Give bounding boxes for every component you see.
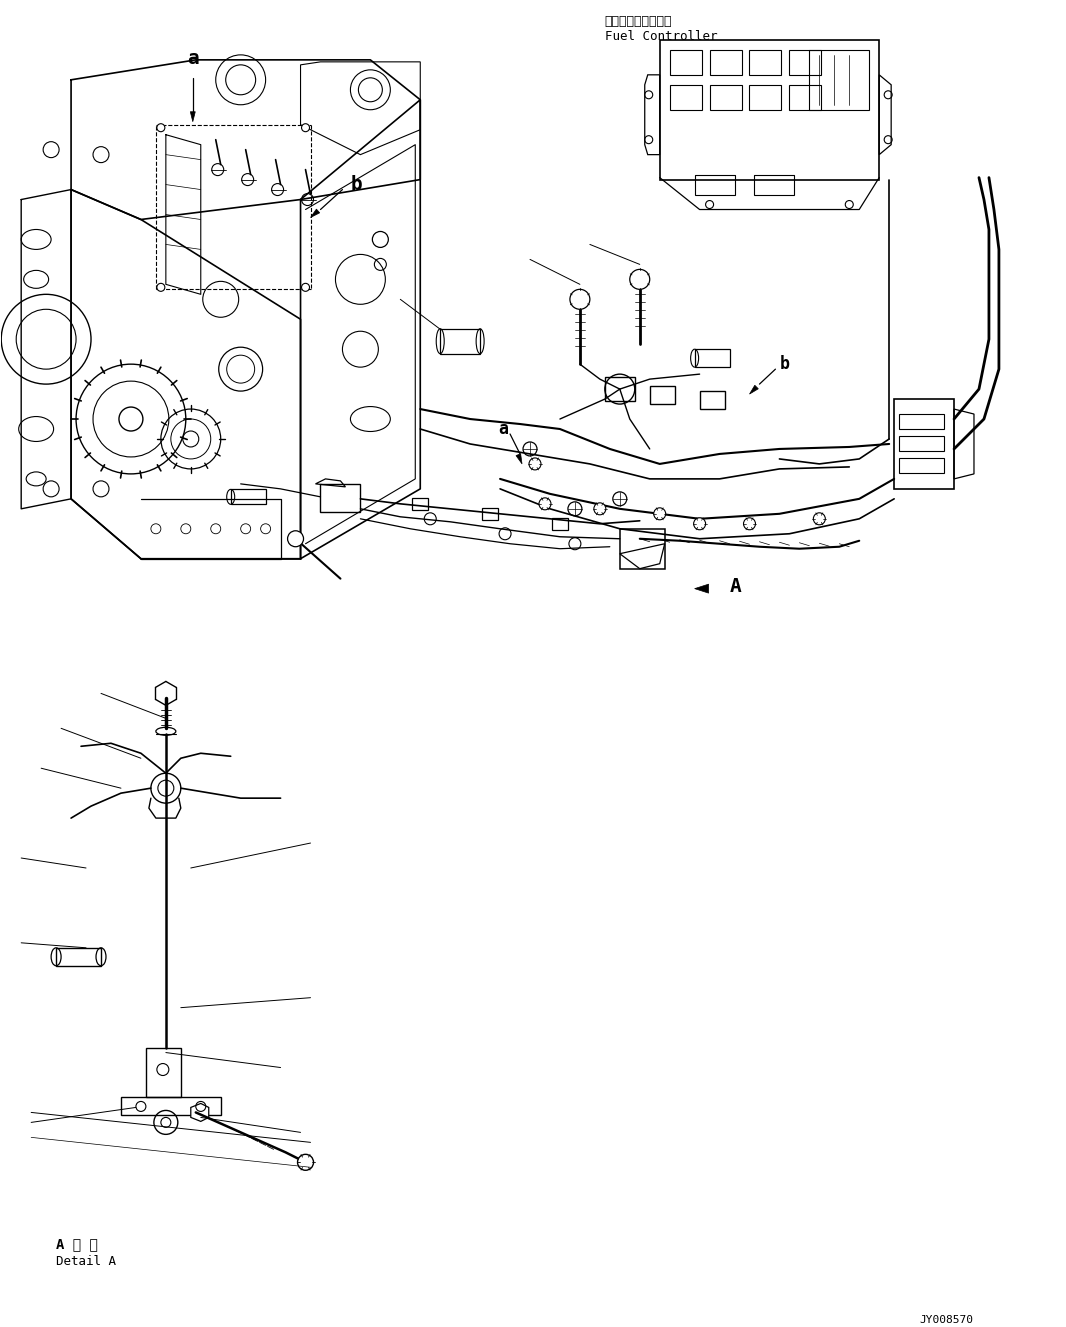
Bar — [710, 85, 742, 110]
Text: b: b — [351, 175, 362, 194]
Text: Fuel Controller: Fuel Controller — [604, 31, 717, 42]
Bar — [699, 391, 725, 409]
Bar — [790, 50, 821, 74]
Circle shape — [157, 123, 165, 131]
Polygon shape — [310, 210, 320, 218]
Bar — [650, 386, 675, 403]
Polygon shape — [191, 111, 195, 122]
Circle shape — [743, 518, 756, 529]
Bar — [899, 458, 944, 472]
Bar — [552, 518, 568, 529]
Bar — [619, 528, 665, 569]
Circle shape — [302, 123, 309, 131]
Polygon shape — [191, 1104, 209, 1121]
Bar — [894, 399, 954, 488]
Bar — [604, 377, 634, 401]
Text: A: A — [729, 577, 741, 596]
Bar — [899, 437, 944, 451]
Bar — [899, 414, 944, 429]
Circle shape — [302, 284, 309, 292]
Circle shape — [630, 269, 650, 289]
Circle shape — [539, 498, 551, 510]
Polygon shape — [695, 584, 709, 593]
Bar — [790, 85, 821, 110]
Bar — [669, 50, 701, 74]
Circle shape — [157, 284, 165, 292]
Bar — [321, 484, 360, 512]
Circle shape — [653, 508, 665, 520]
Text: A 詳 細: A 詳 細 — [56, 1237, 98, 1251]
Bar — [809, 50, 869, 110]
Bar — [482, 508, 498, 520]
Polygon shape — [516, 454, 522, 464]
Bar — [710, 50, 742, 74]
Text: Detail A: Detail A — [56, 1255, 116, 1269]
Text: b: b — [779, 356, 790, 373]
Bar — [755, 175, 794, 195]
Circle shape — [523, 442, 537, 456]
Bar — [749, 50, 781, 74]
Bar — [660, 40, 879, 179]
Circle shape — [568, 502, 582, 516]
Circle shape — [613, 492, 627, 506]
Circle shape — [813, 512, 825, 524]
Text: JY008570: JY008570 — [919, 1315, 973, 1324]
Text: a: a — [187, 49, 198, 68]
Circle shape — [694, 518, 706, 529]
Circle shape — [297, 1154, 313, 1170]
Bar — [749, 85, 781, 110]
Circle shape — [288, 531, 304, 547]
Circle shape — [594, 503, 605, 515]
Text: フェルコントローラ: フェルコントローラ — [604, 15, 673, 28]
Circle shape — [570, 289, 589, 309]
Bar — [669, 85, 701, 110]
Bar — [695, 175, 734, 195]
Bar — [413, 498, 429, 510]
Circle shape — [529, 458, 540, 470]
Polygon shape — [749, 385, 758, 394]
Text: a: a — [498, 421, 508, 438]
